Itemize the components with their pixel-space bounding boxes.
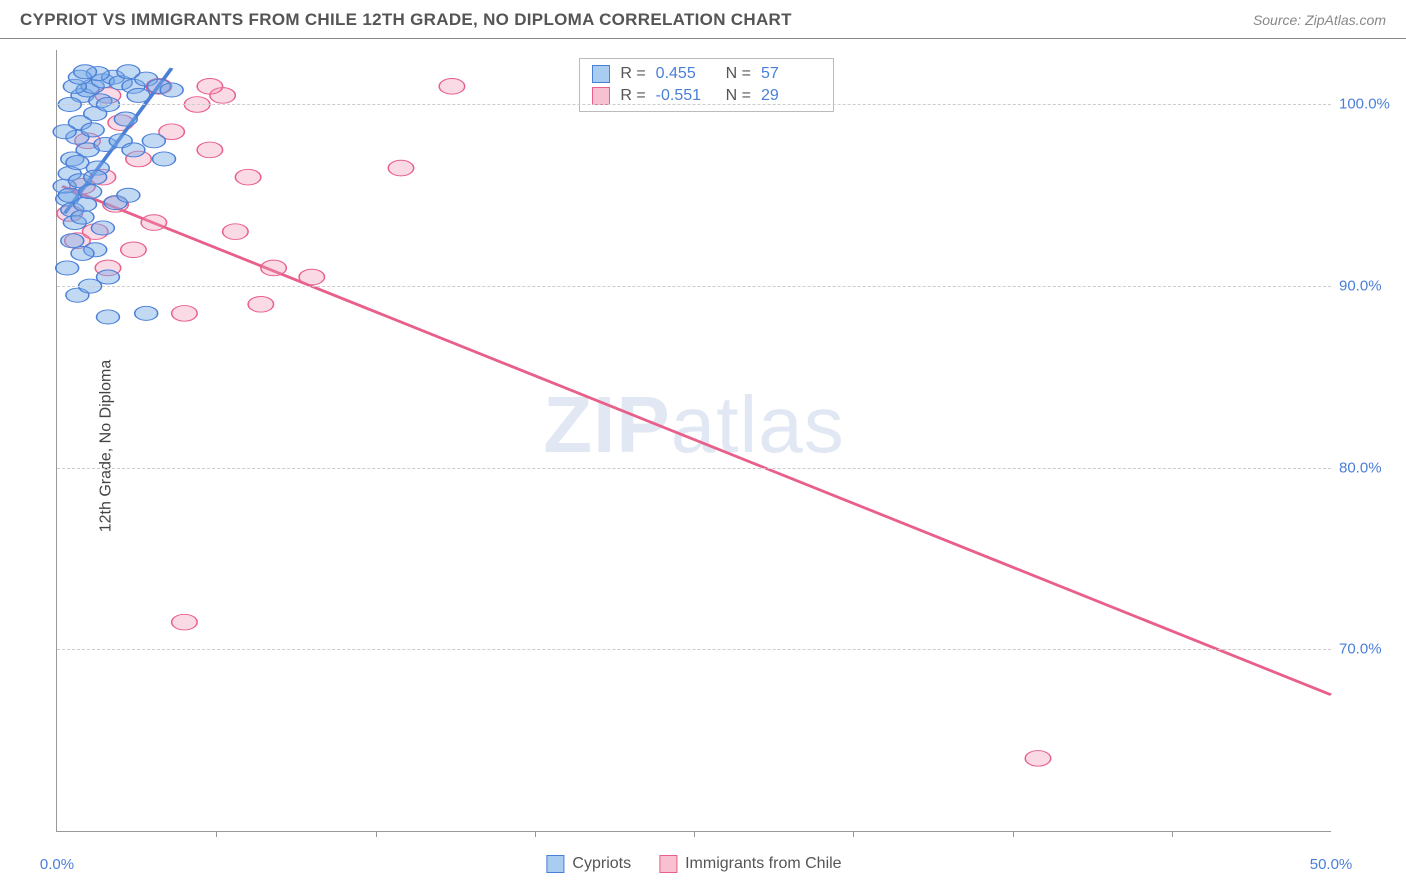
scatter-point [71,246,94,260]
scatter-point [197,142,222,158]
scatter-point [81,123,104,137]
x-tick-mark [216,831,217,837]
y-tick-label: 100.0% [1339,96,1399,113]
scatter-point [160,83,183,97]
scatter-point [127,88,150,102]
chart-plot-area: ZIPatlas R =0.455N =57R =-0.551N =29 Cyp… [56,50,1331,832]
scatter-point [153,152,176,166]
source-attribution: Source: ZipAtlas.com [1253,12,1386,28]
stat-n-value: 57 [761,65,821,83]
scatter-point [91,221,114,235]
scatter-point [172,306,197,322]
x-tick-label: 50.0% [1310,856,1353,873]
scatter-point [135,306,158,320]
scatter-point [197,79,222,95]
legend-item: Cypriots [546,855,631,873]
scatter-point [117,188,140,202]
gridline-h [57,649,1331,650]
scatter-point [142,134,165,148]
y-tick-label: 80.0% [1339,459,1399,476]
scatter-point [248,296,273,312]
stat-r-label: R = [620,87,645,105]
x-tick-mark [694,831,695,837]
x-tick-mark [376,831,377,837]
scatter-point [117,65,140,79]
scatter-point [71,210,94,224]
color-swatch [592,87,610,105]
scatter-point [439,79,464,95]
x-tick-mark [1172,831,1173,837]
scatter-point [1025,751,1050,767]
y-tick-label: 90.0% [1339,278,1399,295]
x-tick-mark [535,831,536,837]
stat-n-label: N = [726,87,751,105]
scatter-point [235,169,260,185]
scatter-point [114,112,137,126]
legend-item: Immigrants from Chile [659,855,841,873]
scatter-point [61,234,84,248]
scatter-point [56,261,79,275]
legend-label: Cypriots [572,855,631,873]
stat-r-label: R = [620,65,645,83]
stats-row: R = 0.455 N = 57 [592,63,821,85]
scatter-point [141,215,166,231]
bottom-legend: Cypriots Immigrants from Chile [546,855,841,873]
scatter-point [84,170,107,184]
scatter-point [74,197,97,211]
stat-r-value: 0.455 [656,65,716,83]
scatter-point [299,269,324,285]
y-tick-label: 70.0% [1339,641,1399,658]
plot-svg [57,50,1331,831]
color-swatch [546,855,564,873]
color-swatch [659,855,677,873]
trend-line [62,186,1331,695]
scatter-point [79,185,102,199]
stats-row: R = -0.551 N = 29 [592,85,821,107]
stat-n-label: N = [726,65,751,83]
x-tick-mark [1013,831,1014,837]
scatter-point [121,242,146,258]
chart-header: CYPRIOT VS IMMIGRANTS FROM CHILE 12TH GR… [0,0,1406,39]
scatter-point [388,160,413,176]
legend-label: Immigrants from Chile [685,855,841,873]
stat-r-value: -0.551 [656,87,716,105]
gridline-h [57,286,1331,287]
gridline-h [57,104,1331,105]
scatter-point [96,310,119,324]
scatter-point [172,614,197,630]
scatter-point [261,260,286,276]
stat-n-value: 29 [761,87,821,105]
scatter-point [122,143,145,157]
scatter-point [74,65,97,79]
scatter-point [53,125,76,139]
scatter-point [223,224,248,240]
scatter-point [66,156,89,170]
x-tick-label: 0.0% [40,856,74,873]
x-tick-mark [853,831,854,837]
gridline-h [57,468,1331,469]
color-swatch [592,65,610,83]
chart-title: CYPRIOT VS IMMIGRANTS FROM CHILE 12TH GR… [20,10,792,30]
